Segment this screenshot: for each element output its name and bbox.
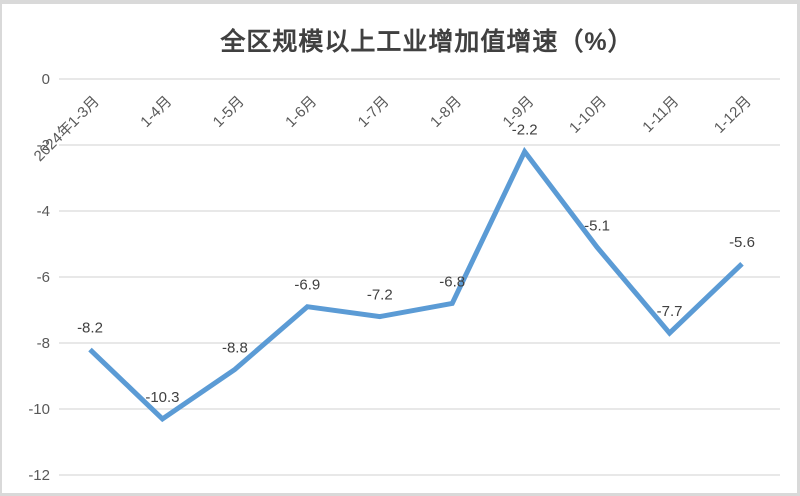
x-axis-tick-label: 2024年1-3月: [31, 93, 103, 165]
data-point-label: -10.3: [145, 389, 179, 406]
y-axis-tick-label: -10: [28, 401, 50, 418]
data-point-label: -7.7: [657, 303, 683, 320]
chart-title: 全区规模以上工业增加值增速（%）: [220, 28, 634, 56]
data-point-label: -6.9: [294, 277, 320, 294]
y-axis-tick-label: -6: [37, 269, 50, 286]
x-axis-tick-label: 1-11月: [639, 93, 682, 136]
y-axis-tick-label: -2: [37, 137, 50, 154]
data-series-line: [88, 146, 744, 423]
x-axis-labels: 2024年1-3月 1-4月 1-5月 1-6月 1-7月 1-8月 1-9月 1-10月 1-…: [31, 93, 755, 165]
data-point-label: -8.8: [222, 339, 248, 356]
gridlines: [59, 78, 780, 476]
x-axis-tick-label: 1-7月: [355, 93, 393, 131]
x-axis-tick-label: 1-10月: [566, 93, 610, 137]
data-point-label: -7.2: [367, 287, 393, 304]
y-axis-labels: 0 -2 -4 -6 -8 -10 -12: [28, 71, 50, 484]
data-point-label: -2.2: [512, 122, 538, 139]
data-point-label: -5.6: [729, 234, 755, 251]
data-point-label: -5.1: [584, 217, 610, 234]
y-axis-tick-label: -8: [37, 335, 50, 352]
data-point-label: -6.8: [439, 273, 465, 290]
y-axis-tick-label: -12: [28, 467, 50, 484]
x-axis-tick-label: 1-6月: [282, 93, 320, 131]
y-axis-tick-label: 0: [42, 71, 50, 88]
y-axis-tick-label: -4: [37, 203, 50, 220]
data-point-label: -8.2: [77, 320, 103, 337]
x-axis-tick-label: 1-5月: [210, 93, 248, 131]
x-axis-tick-label: 1-4月: [137, 93, 175, 131]
x-axis-tick-label: 1-12月: [711, 93, 755, 137]
x-axis-tick-label: 1-8月: [427, 93, 465, 131]
line-chart-plot: 0 -2 -4 -6 -8 -10 -12 2024年1-3月 1-4月 1-5月 1-6月 1-7月…: [28, 71, 780, 484]
data-labels: -8.2 -10.3 -8.8 -6.9 -7.2 -6.8 -2.2 -5.1 -7.7 -5.…: [77, 122, 755, 406]
